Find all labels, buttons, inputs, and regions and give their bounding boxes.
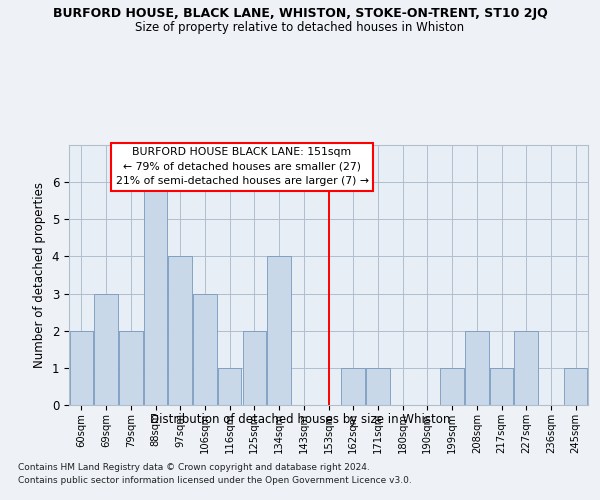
Bar: [94, 294, 118, 405]
Bar: [440, 368, 464, 405]
Bar: [341, 368, 365, 405]
Bar: [268, 256, 291, 405]
Bar: [119, 330, 143, 405]
Bar: [169, 256, 192, 405]
Bar: [242, 330, 266, 405]
Bar: [564, 368, 587, 405]
Text: Size of property relative to detached houses in Whiston: Size of property relative to detached ho…: [136, 21, 464, 34]
Bar: [144, 182, 167, 405]
Bar: [465, 330, 488, 405]
Y-axis label: Number of detached properties: Number of detached properties: [33, 182, 46, 368]
Bar: [193, 294, 217, 405]
Bar: [70, 330, 93, 405]
Text: BURFORD HOUSE, BLACK LANE, WHISTON, STOKE-ON-TRENT, ST10 2JQ: BURFORD HOUSE, BLACK LANE, WHISTON, STOK…: [53, 8, 547, 20]
Bar: [218, 368, 241, 405]
Bar: [514, 330, 538, 405]
Text: BURFORD HOUSE BLACK LANE: 151sqm
← 79% of detached houses are smaller (27)
21% o: BURFORD HOUSE BLACK LANE: 151sqm ← 79% o…: [115, 147, 368, 186]
Text: Distribution of detached houses by size in Whiston: Distribution of detached houses by size …: [150, 412, 450, 426]
Text: Contains HM Land Registry data © Crown copyright and database right 2024.: Contains HM Land Registry data © Crown c…: [18, 462, 370, 471]
Bar: [490, 368, 513, 405]
Text: Contains public sector information licensed under the Open Government Licence v3: Contains public sector information licen…: [18, 476, 412, 485]
Bar: [366, 368, 389, 405]
